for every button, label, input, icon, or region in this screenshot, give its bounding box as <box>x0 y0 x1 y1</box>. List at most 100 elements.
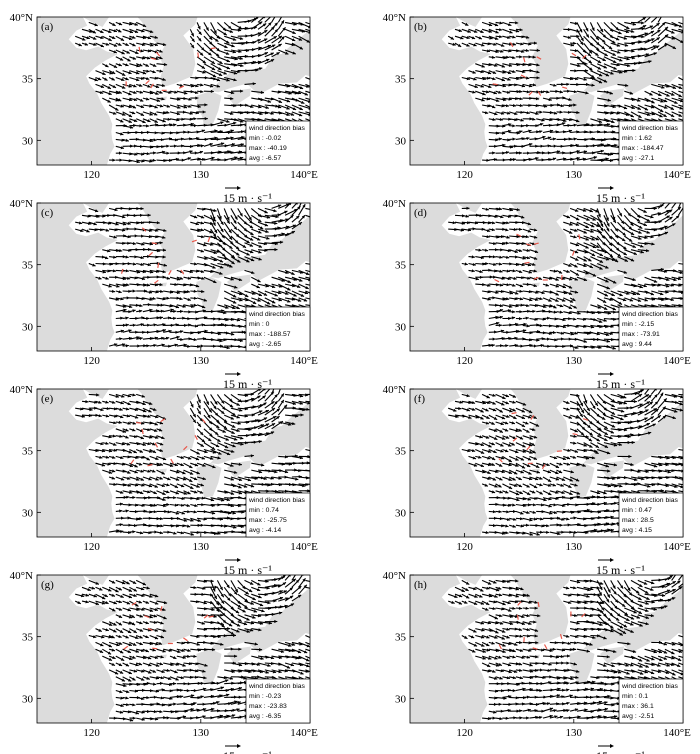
wind-arrowhead <box>111 469 116 473</box>
wind-arrowhead <box>133 84 137 88</box>
wind-arrowhead <box>271 285 276 289</box>
x-tick-label: 140°E <box>290 355 318 367</box>
wind-arrowhead <box>113 50 117 54</box>
wind-arrowhead <box>519 227 523 231</box>
wind-arrowhead <box>541 291 545 295</box>
wind-arrowhead <box>210 242 214 246</box>
wind-arrowhead <box>495 30 499 34</box>
wind-arrowhead <box>174 484 178 488</box>
wind-arrowhead <box>161 83 165 87</box>
wind-arrowhead <box>553 111 558 115</box>
wind-arrowhead <box>630 114 634 117</box>
wind-arrowhead <box>300 293 305 297</box>
wind-arrowhead <box>605 333 610 337</box>
wind-arrowhead <box>140 323 144 327</box>
wind-arrowhead <box>519 289 523 293</box>
land-shape <box>196 463 222 498</box>
wind-arrowhead <box>234 216 238 220</box>
wind-arrowhead <box>520 124 524 128</box>
wind-arrowhead <box>146 69 150 73</box>
wind-arrowhead <box>632 22 636 26</box>
wind-arrowhead <box>240 143 244 147</box>
wind-arrowhead <box>297 91 301 95</box>
wind-arrowhead <box>543 305 547 309</box>
wind-arrowhead <box>493 91 497 95</box>
wind-arrowhead <box>664 34 669 38</box>
wind-arrowhead <box>686 120 689 123</box>
wind-arrowhead <box>246 259 250 263</box>
wind-arrowhead <box>246 252 250 256</box>
wind-arrowhead <box>226 59 230 63</box>
wind-arrowhead <box>568 285 573 289</box>
wind-arrowhead <box>175 323 179 327</box>
wind-arrowhead <box>485 207 489 211</box>
bias-arrow <box>526 243 532 246</box>
x-tick-label: 130 <box>193 169 210 181</box>
wind-arrowhead <box>638 225 643 229</box>
wind-arrowhead <box>277 105 282 109</box>
wind-arrowhead <box>274 221 278 225</box>
wind-arrowhead <box>236 252 240 256</box>
wind-arrowhead <box>128 98 133 102</box>
wind-arrowhead <box>642 17 646 21</box>
wind-arrowhead <box>267 99 271 103</box>
wind-arrowhead <box>166 483 170 487</box>
wind-arrowhead <box>559 304 564 308</box>
wind-arrowhead <box>583 264 587 268</box>
wind-arrowhead <box>188 310 192 314</box>
wind-arrowhead <box>181 496 185 501</box>
wind-arrow <box>277 17 283 23</box>
wind-arrowhead <box>315 310 318 313</box>
wind-arrowhead <box>563 119 567 123</box>
wind-arrowhead <box>664 231 668 235</box>
wind-arrowhead <box>567 324 571 328</box>
y-tick-label: 30 <box>395 135 407 147</box>
wind-arrowhead <box>273 36 277 40</box>
wind-arrowhead <box>239 339 243 343</box>
wind-arrowhead <box>485 262 489 266</box>
wind-arrowhead <box>167 530 171 534</box>
wind-arrowhead <box>525 235 529 239</box>
wind-arrowhead <box>173 123 177 127</box>
wind-arrowhead <box>535 111 539 115</box>
wind-arrowhead <box>198 31 202 35</box>
wind-arrowhead <box>136 64 140 68</box>
wind-arrowhead <box>686 81 689 84</box>
wind-arrowhead <box>189 478 193 482</box>
wind-arrowhead <box>126 276 131 280</box>
wind-arrowhead <box>235 246 240 250</box>
wind-arrowhead <box>299 278 303 282</box>
wind-arrowhead <box>209 41 213 45</box>
wind-arrowhead <box>270 111 274 115</box>
wind-arrowhead <box>567 27 571 32</box>
wind-arrowhead <box>239 56 243 60</box>
wind-arrowhead <box>200 221 204 225</box>
wind-arrowhead <box>234 285 238 289</box>
wind-arrowhead <box>515 21 519 25</box>
wind-arrowhead <box>187 130 191 134</box>
wind-arrowhead <box>616 111 620 115</box>
wind-arrowhead <box>173 309 177 313</box>
wind-arrowhead <box>573 103 577 107</box>
wind-arrowhead <box>579 29 583 33</box>
wind-arrowhead <box>170 308 174 312</box>
wind-arrowhead <box>306 39 310 43</box>
wind-arrowhead <box>120 206 124 210</box>
wind-arrowhead <box>147 254 151 259</box>
wind-arrowhead <box>569 299 574 303</box>
wind-arrowhead <box>266 301 271 305</box>
wind-arrowhead <box>159 517 164 521</box>
wind-arrowhead <box>509 30 513 34</box>
wind-arrowhead <box>257 32 262 36</box>
wind-arrowhead <box>622 232 626 236</box>
wind-arrowhead <box>487 71 492 75</box>
wind-arrowhead <box>132 495 136 500</box>
wind-arrowhead <box>627 212 631 217</box>
wind-arrowhead <box>471 255 475 259</box>
wind-arrowhead <box>186 290 190 294</box>
wind-arrowhead <box>140 469 144 473</box>
wind-arrowhead <box>653 279 658 283</box>
wind-arrowhead <box>176 335 180 339</box>
wind-arrowhead <box>278 44 282 47</box>
